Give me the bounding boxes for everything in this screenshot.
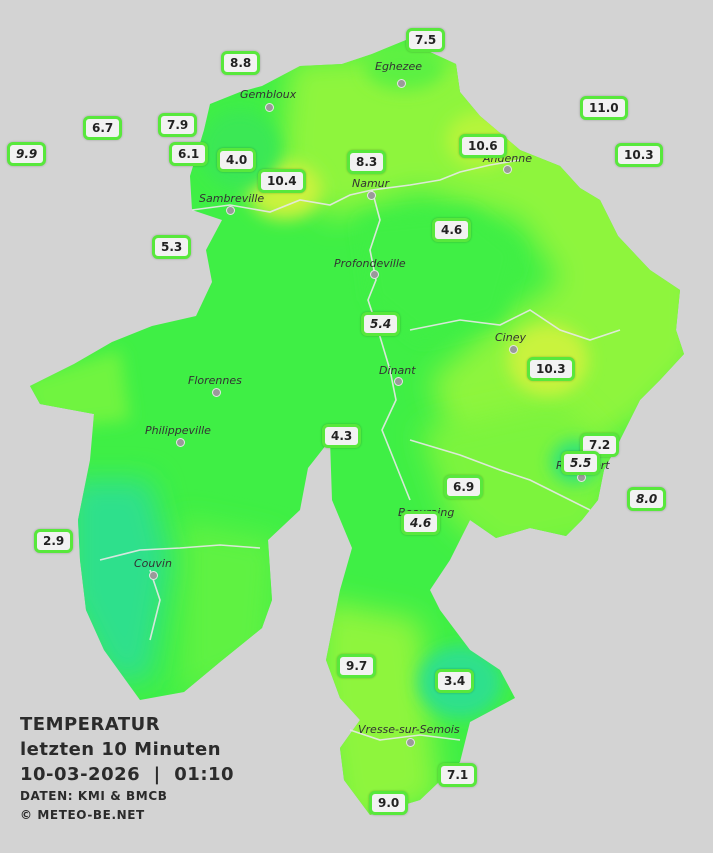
city-label-vresse-sur-semois: Vresse-sur-Semois <box>358 723 460 736</box>
city-label-florennes: Florennes <box>188 374 242 387</box>
station-badge: 10.3 <box>615 143 663 167</box>
station-badge: 10.6 <box>459 134 507 158</box>
legend-datetime: 10-03-2026 | 01:10 <box>20 764 235 785</box>
station-badge: 8.8 <box>221 51 261 75</box>
city-label-namur: Namur <box>352 177 390 190</box>
station-badge: 4.6 <box>401 511 441 535</box>
city-dot <box>176 438 185 447</box>
station-badge: 10.4 <box>258 169 306 193</box>
station-badge: 6.1 <box>169 142 209 166</box>
station-badge: 6.9 <box>444 475 484 499</box>
city-dot <box>367 191 376 200</box>
station-badge: 7.1 <box>438 763 478 787</box>
rivers <box>99 159 621 741</box>
city-dot <box>370 270 379 279</box>
station-badge: 5.3 <box>152 235 192 259</box>
legend-period: letzten 10 Minuten <box>20 739 222 760</box>
station-badge: 11.0 <box>580 96 628 120</box>
station-badge: 7.5 <box>406 28 446 52</box>
station-badge: 2.9 <box>34 529 74 553</box>
station-badge: 4.3 <box>322 424 362 448</box>
city-label-ciney: Ciney <box>495 331 526 344</box>
city-label-philippeville: Philippeville <box>145 424 211 437</box>
city-dot <box>265 103 274 112</box>
station-badge: 9.7 <box>337 654 377 678</box>
city-label-gembloux: Gembloux <box>240 88 297 101</box>
station-badge: 9.9 <box>7 142 47 166</box>
station-badge: 8.0 <box>627 487 667 511</box>
station-badge: 8.3 <box>347 150 387 174</box>
station-badge: 4.0 <box>217 148 257 172</box>
city-dot <box>149 571 158 580</box>
station-badge: 6.7 <box>83 116 123 140</box>
city-dot <box>394 377 403 386</box>
map-legend: TEMPERATUR letzten 10 Minuten 10-03-2026… <box>20 712 234 825</box>
station-badge: 7.2 <box>580 433 620 457</box>
station-badge: 9.0 <box>369 791 409 815</box>
city-label-dinant: Dinant <box>379 364 416 377</box>
city-label-sambreville: Sambreville <box>199 192 265 205</box>
city-label-couvin: Couvin <box>134 557 172 570</box>
city-label-eghezee: Eghezee <box>375 60 422 73</box>
city-dot <box>406 738 415 747</box>
station-badge: 3.4 <box>435 669 475 693</box>
station-badge: 10.3 <box>527 357 575 381</box>
legend-source: DATEN: KMI & BMCB <box>20 789 168 803</box>
station-badge: 5.5 <box>561 451 601 475</box>
city-dot <box>503 165 512 174</box>
city-dot <box>212 388 221 397</box>
city-label-profondeville: Profondeville <box>334 257 406 270</box>
city-dot <box>397 79 406 88</box>
station-badge: 4.6 <box>432 218 472 242</box>
station-badge: 7.9 <box>158 113 198 137</box>
legend-copyright: © METEO-BE.NET <box>20 808 145 822</box>
city-dot <box>509 345 518 354</box>
city-dot <box>226 206 235 215</box>
station-badge: 5.4 <box>361 312 401 336</box>
legend-title: TEMPERATUR <box>20 714 161 735</box>
